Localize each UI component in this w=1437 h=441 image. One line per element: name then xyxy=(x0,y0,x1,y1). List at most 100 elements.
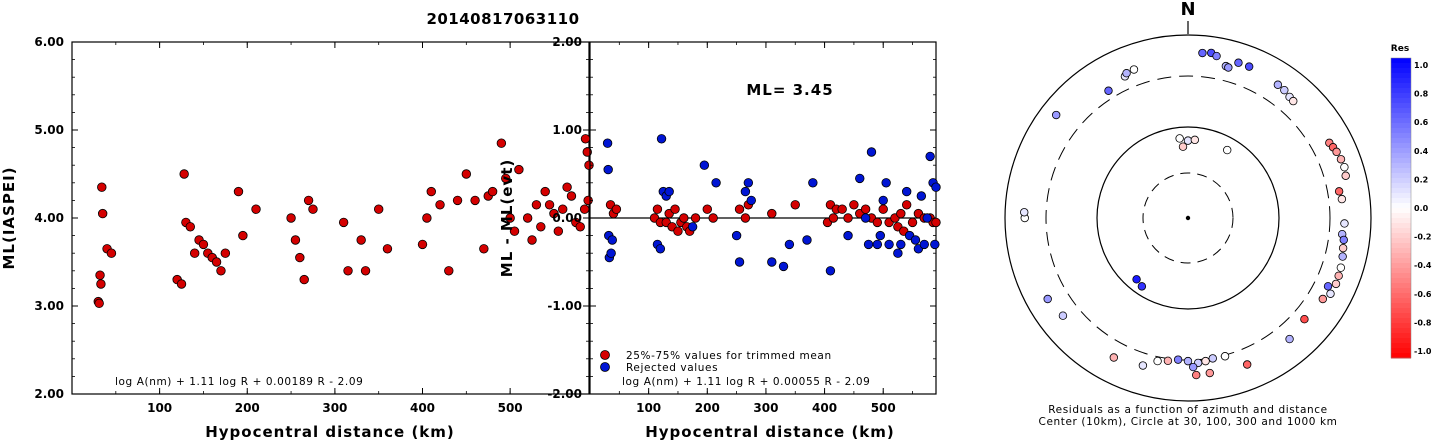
colorbar-segment xyxy=(1391,198,1411,204)
station-residual-point xyxy=(1244,62,1254,71)
data-point xyxy=(922,213,932,223)
station-residual-point xyxy=(1129,65,1139,74)
station-residual-point xyxy=(1051,110,1061,120)
data-point xyxy=(896,208,906,219)
data-point xyxy=(97,208,108,219)
colorbar-tick-label: 0.0 xyxy=(1414,204,1429,213)
data-point xyxy=(740,213,751,223)
data-point xyxy=(580,134,591,144)
data-point xyxy=(544,200,555,210)
colorbar-tick-label: 0.8 xyxy=(1414,90,1429,99)
data-point xyxy=(655,244,666,254)
colorbar-segment xyxy=(1391,123,1411,129)
data-point xyxy=(422,213,432,223)
x-tick-label: 400 xyxy=(410,401,435,415)
data-point xyxy=(233,186,244,197)
y-tick-label: 6.00 xyxy=(34,35,64,49)
colorbar-segment xyxy=(1391,278,1411,284)
data-point xyxy=(290,235,301,245)
station-residual-point xyxy=(1331,279,1341,289)
data-point xyxy=(734,204,745,214)
data-point xyxy=(860,213,871,223)
data-point xyxy=(910,235,921,245)
data-point xyxy=(514,164,524,175)
data-point xyxy=(734,257,745,267)
data-point xyxy=(878,204,888,214)
data-point xyxy=(896,239,906,250)
data-point xyxy=(828,213,839,223)
data-point xyxy=(884,239,894,250)
data-point xyxy=(536,222,546,232)
y-tick-label: -1.00 xyxy=(547,299,582,313)
y-tick-label: 5.00 xyxy=(34,123,64,137)
station-residual-point xyxy=(1189,362,1198,372)
x-tick-label: 200 xyxy=(695,401,720,415)
data-point xyxy=(687,222,698,232)
colorbar-segment xyxy=(1391,88,1411,94)
y-axis-label: ML(IASPEI) xyxy=(0,166,18,269)
data-point xyxy=(901,200,912,210)
colorbar-segment xyxy=(1391,188,1411,194)
y-tick-label: 3.00 xyxy=(34,299,64,313)
data-point xyxy=(866,147,877,157)
colorbar-segment xyxy=(1391,68,1411,74)
colorbar-segment xyxy=(1391,328,1411,334)
data-point xyxy=(553,226,564,236)
legend-label-trimmed: 25%-75% values for trimmed mean xyxy=(626,350,832,362)
station-residual-point xyxy=(1326,289,1335,298)
colorbar-segment xyxy=(1391,98,1411,104)
data-point xyxy=(711,178,721,188)
data-point xyxy=(731,230,742,241)
station-residual-point xyxy=(1334,271,1343,281)
data-point xyxy=(360,266,371,276)
data-point xyxy=(778,261,789,272)
circle-100km xyxy=(1096,126,1280,310)
station-residual-point xyxy=(1175,134,1184,143)
data-point xyxy=(872,239,883,250)
data-point xyxy=(584,160,594,170)
data-point xyxy=(802,235,812,245)
data-point xyxy=(679,213,689,223)
data-point xyxy=(740,186,751,197)
station-residual-point xyxy=(1212,51,1221,61)
circle-30km xyxy=(1142,172,1234,264)
data-point xyxy=(916,191,927,201)
colorbar-segment xyxy=(1391,193,1411,199)
colorbar-segment xyxy=(1391,243,1411,249)
station-residual-point xyxy=(1339,235,1348,245)
data-point xyxy=(878,195,888,206)
colorbar-tick-label: -1.0 xyxy=(1414,347,1432,356)
data-point xyxy=(211,257,222,267)
data-point xyxy=(509,226,520,236)
data-point xyxy=(881,178,891,188)
data-point xyxy=(606,248,616,258)
data-point xyxy=(189,248,200,258)
station-residual-point xyxy=(1178,142,1188,151)
data-point xyxy=(308,204,318,214)
residual-chart: -2.00 -1.00 0.00 1.00 2.00 100 200 300 400 500 ML… xyxy=(498,35,941,441)
station-residual-point xyxy=(1137,282,1147,291)
data-point xyxy=(343,266,353,276)
data-point xyxy=(708,213,718,223)
colorbar-segment xyxy=(1391,283,1411,289)
station-residual-point xyxy=(1224,63,1233,72)
station-residual-point xyxy=(1280,85,1289,95)
colorbar-segment xyxy=(1391,138,1411,144)
colorbar-segment xyxy=(1391,263,1411,269)
y-tick-label: 2.00 xyxy=(34,387,64,401)
data-point xyxy=(930,239,940,250)
station-residual-point xyxy=(1273,80,1283,89)
data-point xyxy=(843,230,853,241)
data-point xyxy=(611,204,622,214)
data-point xyxy=(607,235,617,245)
data-point xyxy=(907,217,918,228)
colorbar-segment xyxy=(1391,298,1411,304)
station-residual-point xyxy=(1173,355,1183,364)
colorbar-segment xyxy=(1391,293,1411,299)
ml-value-label: ML= 3.45 xyxy=(746,81,833,99)
station-residual-point xyxy=(1163,356,1173,365)
data-point xyxy=(860,204,871,214)
data-point xyxy=(602,138,613,148)
colorbar-segment xyxy=(1391,58,1411,64)
data-point xyxy=(97,182,107,192)
